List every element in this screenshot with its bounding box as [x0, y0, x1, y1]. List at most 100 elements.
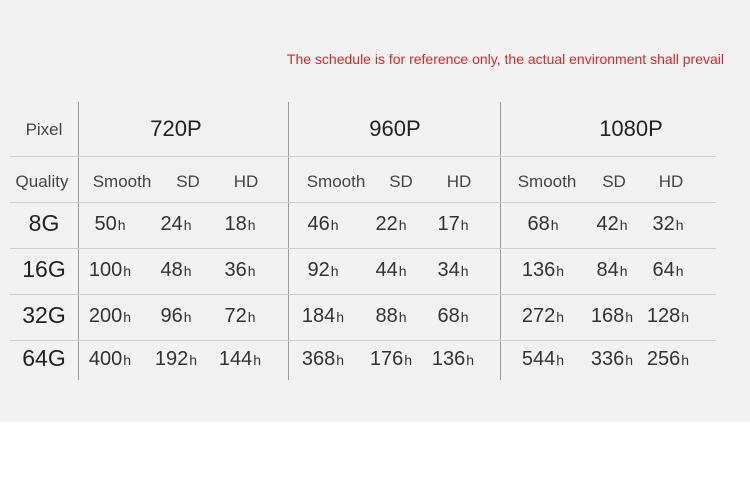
duration-value: 128 [646, 305, 681, 327]
duration-cell: 336h [591, 349, 633, 369]
duration-value: 44 [375, 259, 398, 281]
capacity-label: 64G [22, 345, 66, 371]
duration-cell: 192h [155, 349, 197, 369]
duration-value: 36 [224, 259, 247, 281]
duration-value: 68 [527, 213, 550, 235]
capacity-label: 16G [22, 256, 66, 282]
hour-unit: h [336, 352, 345, 368]
hour-unit: h [123, 263, 132, 279]
quality-smooth: Smooth [306, 172, 366, 191]
duration-cell: 184h [302, 306, 344, 326]
duration-value: 32 [652, 213, 675, 235]
duration-value: 17 [437, 213, 460, 235]
duration-value: 256 [646, 348, 681, 370]
hour-unit: h [466, 352, 475, 368]
duration-value: 136 [431, 348, 466, 370]
duration-value: 176 [369, 348, 404, 370]
duration-cell: 34h [437, 260, 468, 280]
hour-unit: h [681, 352, 690, 368]
duration-value: 100 [88, 259, 123, 281]
recording-time-table-panel: The schedule is for reference only, the … [0, 0, 750, 422]
hour-unit: h [398, 217, 407, 233]
hour-unit: h [398, 309, 407, 325]
hour-unit: h [681, 309, 690, 325]
row-divider-header [10, 156, 716, 157]
duration-value: 46 [307, 213, 330, 235]
duration-cell: 32h [652, 214, 683, 234]
duration-value: 22 [375, 213, 398, 235]
duration-value: 336 [590, 348, 625, 370]
duration-cell: 68h [527, 214, 558, 234]
pixel-label: Pixel [25, 120, 63, 139]
duration-value: 192 [154, 348, 189, 370]
resolution-960p: 960P [369, 116, 421, 141]
hour-unit: h [625, 352, 634, 368]
capacity-label: 8G [28, 210, 60, 236]
hour-unit: h [675, 217, 684, 233]
hour-unit: h [460, 217, 469, 233]
duration-value: 88 [375, 305, 398, 327]
duration-cell: 200h [89, 306, 131, 326]
duration-cell: 18h [224, 214, 255, 234]
hour-unit: h [550, 217, 559, 233]
hour-unit: h [619, 263, 628, 279]
hour-unit: h [330, 263, 339, 279]
hour-unit: h [330, 217, 339, 233]
duration-cell: 68h [437, 306, 468, 326]
duration-cell: 544h [522, 349, 564, 369]
quality-label: Quality [15, 172, 69, 191]
resolution-1080p: 1080P [599, 116, 663, 141]
duration-value: 64 [652, 259, 675, 281]
duration-cell: 400h [89, 349, 131, 369]
duration-cell: 92h [307, 260, 338, 280]
hour-unit: h [460, 263, 469, 279]
quality-hd: HD [233, 172, 259, 191]
duration-cell: 368h [302, 349, 344, 369]
column-divider-label [78, 102, 79, 380]
duration-value: 50 [94, 213, 117, 235]
duration-cell: 42h [596, 214, 627, 234]
duration-cell: 72h [224, 306, 255, 326]
duration-value: 400 [88, 348, 123, 370]
duration-value: 136 [521, 259, 556, 281]
row-divider-32g [10, 340, 716, 341]
quality-sd: SD [176, 172, 200, 191]
hour-unit: h [247, 309, 256, 325]
hour-unit: h [123, 309, 132, 325]
duration-cell: 168h [591, 306, 633, 326]
hour-unit: h [247, 263, 256, 279]
duration-value: 200 [88, 305, 123, 327]
quality-sd: SD [389, 172, 413, 191]
quality-smooth: Smooth [92, 172, 152, 191]
row-divider-16g [10, 294, 716, 295]
row-divider-quality [10, 202, 716, 203]
duration-cell: 48h [160, 260, 191, 280]
hour-unit: h [619, 217, 628, 233]
column-divider-960p-1080p [500, 102, 501, 380]
duration-value: 184 [301, 305, 336, 327]
duration-cell: 36h [224, 260, 255, 280]
duration-cell: 24h [160, 214, 191, 234]
resolution-720p: 720P [150, 116, 202, 141]
hour-unit: h [625, 309, 634, 325]
duration-value: 272 [521, 305, 556, 327]
hour-unit: h [189, 352, 198, 368]
duration-cell: 272h [522, 306, 564, 326]
duration-value: 144 [218, 348, 253, 370]
duration-cell: 46h [307, 214, 338, 234]
duration-value: 168 [590, 305, 625, 327]
duration-value: 92 [307, 259, 330, 281]
quality-sd: SD [602, 172, 626, 191]
duration-cell: 176h [370, 349, 412, 369]
duration-value: 68 [437, 305, 460, 327]
duration-value: 34 [437, 259, 460, 281]
quality-hd: HD [446, 172, 472, 191]
duration-value: 18 [224, 213, 247, 235]
duration-cell: 100h [89, 260, 131, 280]
duration-value: 72 [224, 305, 247, 327]
duration-value: 96 [160, 305, 183, 327]
hour-unit: h [556, 263, 565, 279]
duration-value: 84 [596, 259, 619, 281]
hour-unit: h [675, 263, 684, 279]
duration-cell: 50h [94, 214, 125, 234]
